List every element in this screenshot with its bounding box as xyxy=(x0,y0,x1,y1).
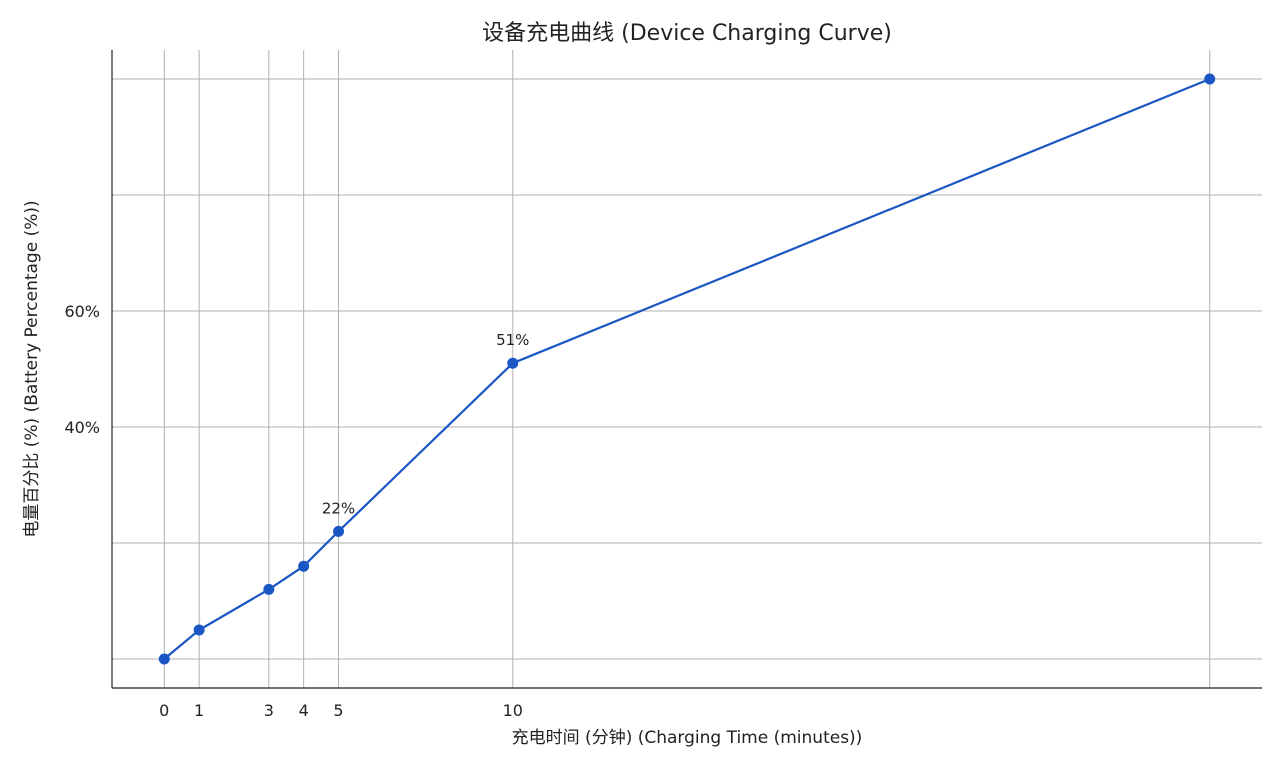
x-tick-label: 0 xyxy=(159,701,169,720)
x-tick-label: 10 xyxy=(503,701,523,720)
x-tick-label: 1 xyxy=(194,701,204,720)
data-labels: 22% 51% xyxy=(322,331,530,517)
x-tick-label: 4 xyxy=(299,701,309,720)
y-tick-label: 60% xyxy=(64,302,100,321)
data-point xyxy=(193,624,205,636)
data-point xyxy=(507,357,519,369)
x-axis-title: 充电时间 (分钟) (Charging Time (minutes)) xyxy=(512,728,863,748)
data-point xyxy=(263,583,275,595)
data-point xyxy=(158,653,170,665)
x-tick-labels: 0 1 3 4 5 10 xyxy=(159,701,523,720)
series-line xyxy=(163,77,1211,660)
y-axis-title: 电量百分比 (%) (Battery Percentage (%)) xyxy=(22,200,42,537)
series xyxy=(158,73,1216,665)
data-point xyxy=(298,560,310,572)
x-tick-label: 3 xyxy=(264,701,274,720)
y-tick-label: 40% xyxy=(64,418,100,437)
data-point xyxy=(333,525,345,537)
x-tick-label: 5 xyxy=(333,701,343,720)
grid xyxy=(112,50,1262,688)
data-label: 51% xyxy=(496,331,529,349)
y-tick-labels: 60% 40% xyxy=(64,302,100,437)
data-label: 22% xyxy=(322,499,355,517)
axes xyxy=(111,50,1262,689)
chart-title: 设备充电曲线 (Device Charging Curve) xyxy=(482,21,892,46)
data-point xyxy=(1204,73,1216,85)
